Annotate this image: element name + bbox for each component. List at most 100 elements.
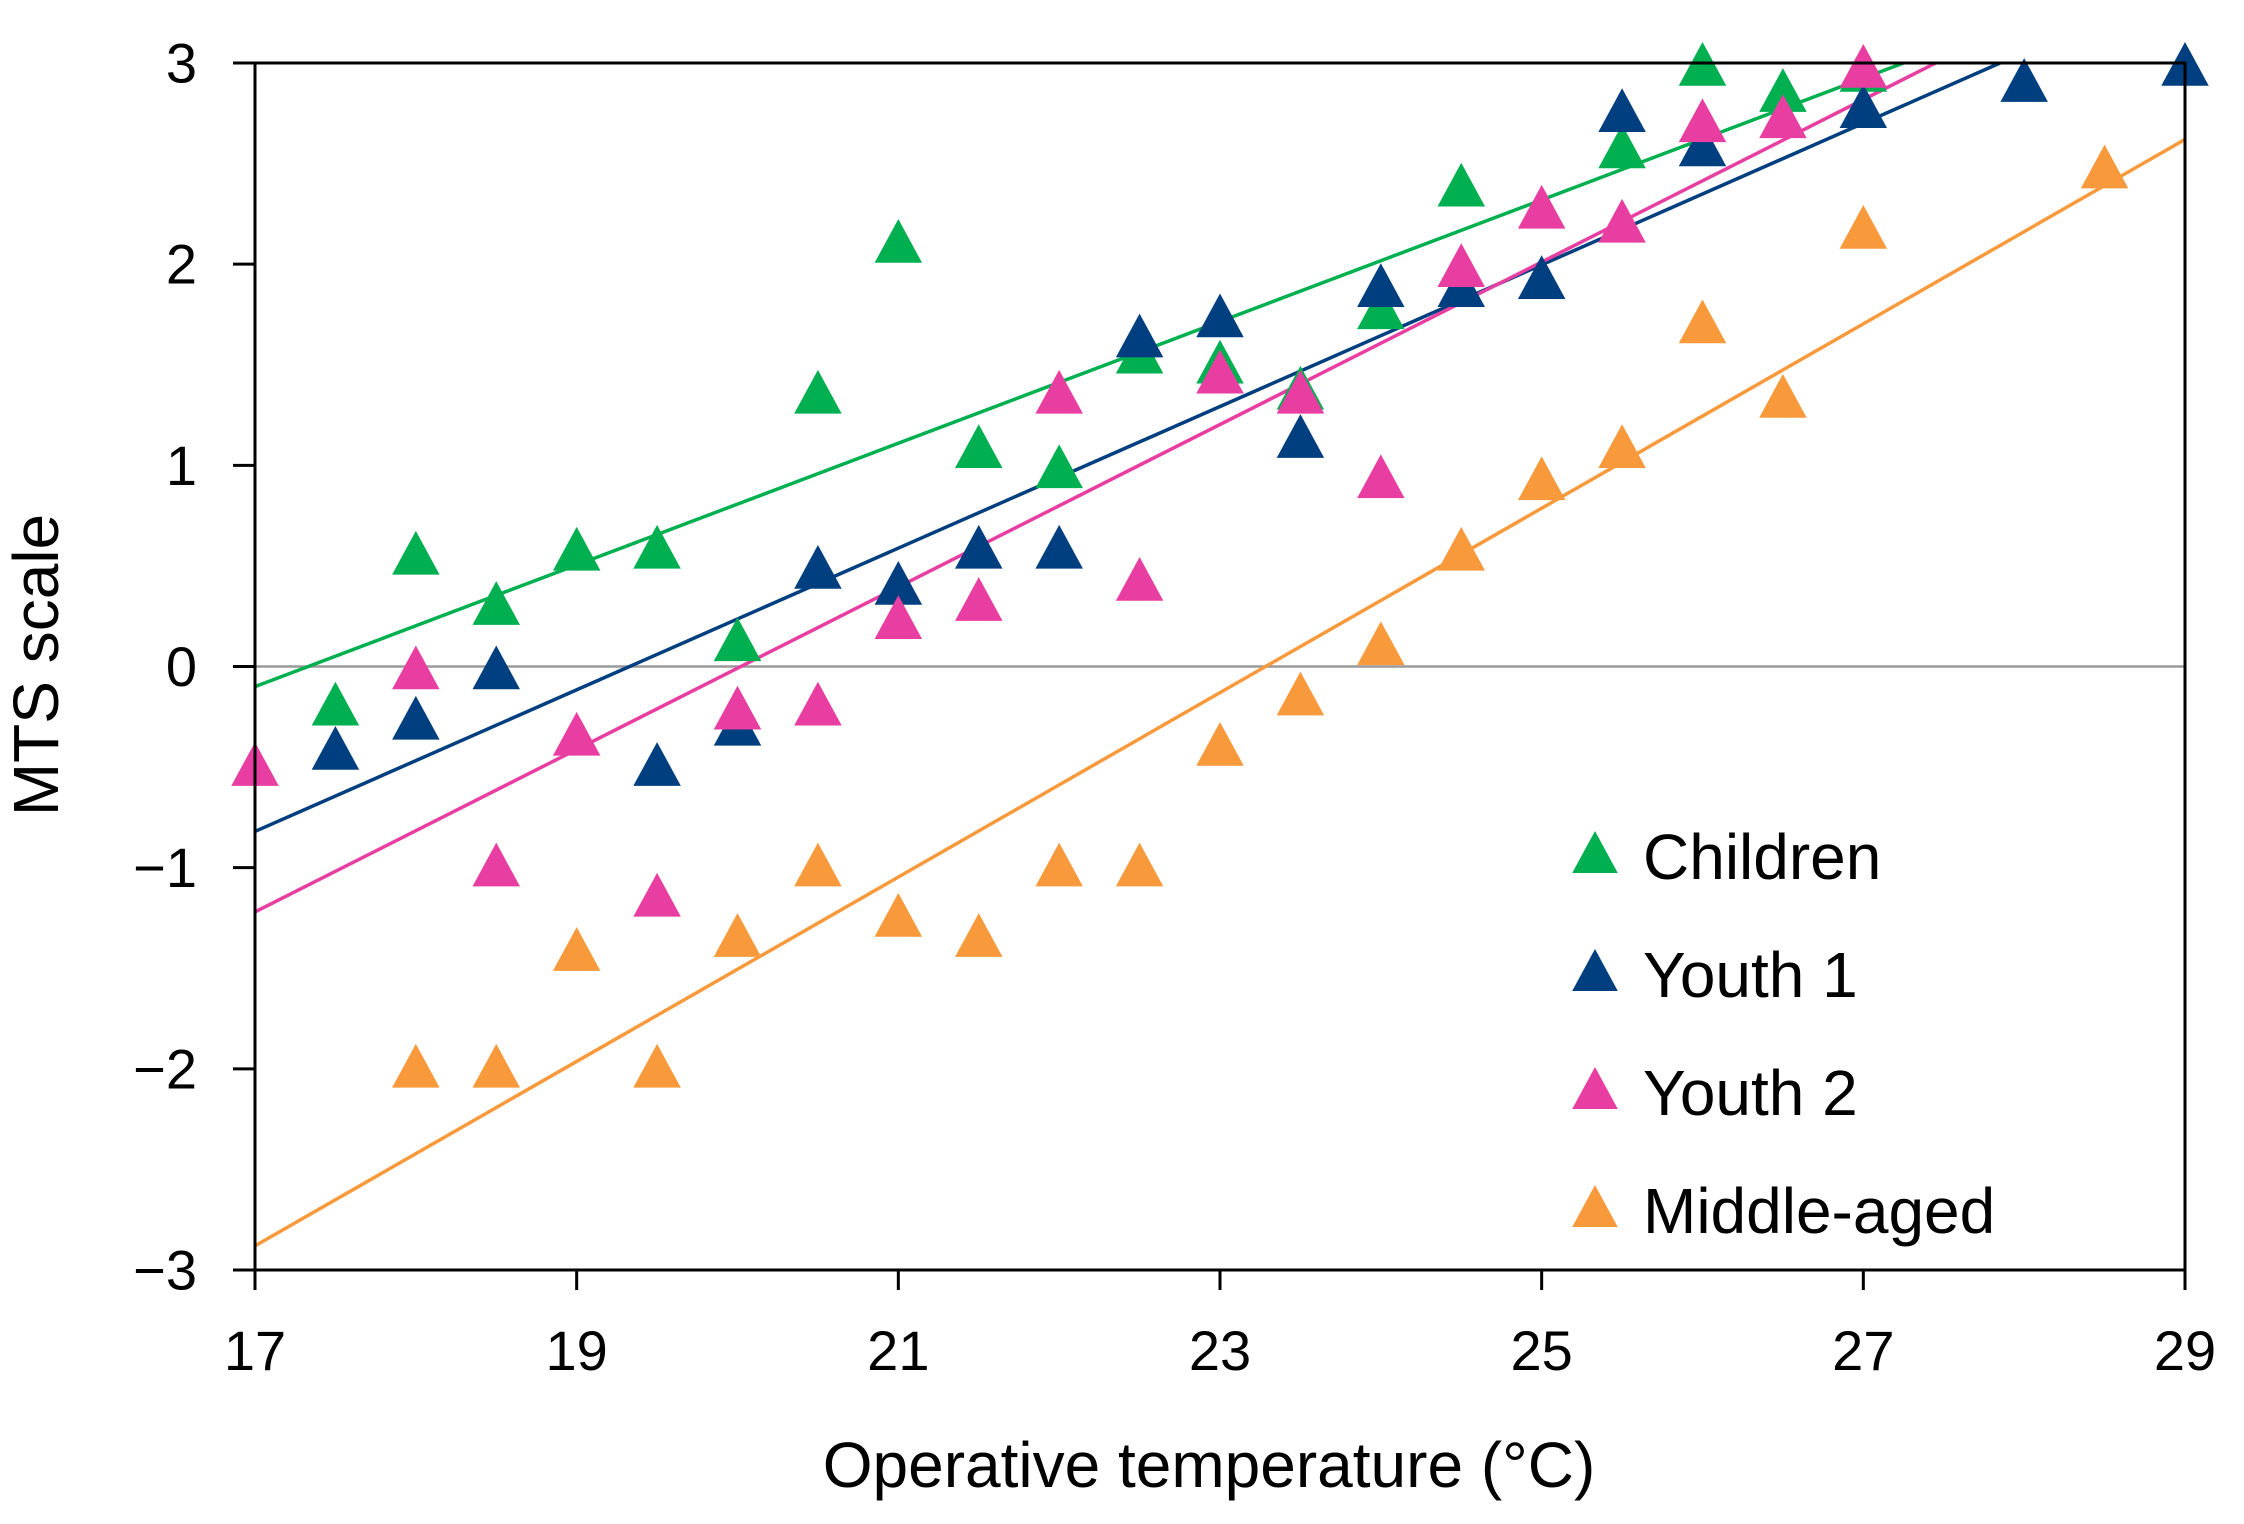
data-point — [1678, 299, 1727, 344]
data-point — [2000, 58, 2048, 102]
x-axis-title: Operative temperature (°C) — [823, 1429, 1596, 1501]
plot-frame — [253, 61, 2187, 1272]
y-tick-label: −1 — [133, 836, 197, 899]
data-point — [1759, 373, 1807, 418]
y-axis-title: MTS scale — [0, 514, 72, 816]
data-point — [1357, 285, 1405, 330]
data-point — [1115, 842, 1164, 887]
data-point — [472, 581, 520, 625]
legend-marker — [1572, 831, 1618, 873]
x-tick-label: 23 — [1189, 1319, 1251, 1382]
data-point — [1276, 671, 1325, 716]
legend-label: Children — [1643, 821, 1881, 893]
data-point — [1759, 68, 1807, 112]
data-point — [311, 681, 360, 726]
y-axis-ticks — [233, 61, 255, 1272]
data-point — [955, 577, 1003, 621]
data-point — [311, 725, 360, 770]
fit-line — [254, 61, 2001, 834]
data-point — [1035, 444, 1083, 489]
data-point — [1598, 198, 1646, 243]
data-point — [1035, 524, 1083, 569]
data-point — [1839, 44, 1888, 88]
data-point — [552, 526, 601, 571]
y-tick-label: 0 — [166, 635, 197, 698]
data-point — [955, 424, 1003, 468]
x-tick-label: 25 — [1511, 1319, 1573, 1382]
data-point — [392, 1043, 440, 1088]
data-point — [1759, 94, 1807, 139]
data-point — [633, 524, 681, 569]
data-point — [633, 872, 681, 917]
data-point — [633, 1043, 681, 1088]
y-tick-labels: 3 2 1 0 −1 −2 −3 — [133, 32, 197, 1302]
data-point — [1598, 424, 1646, 468]
data-point — [552, 927, 601, 971]
data-point — [1437, 162, 1485, 207]
data-markers — [231, 42, 2209, 1088]
legend: Children Youth 1 Youth 2 Middle-aged — [1572, 821, 1995, 1247]
data-point — [1598, 124, 1646, 169]
y-tick-label: 3 — [166, 32, 197, 95]
legend-label: Youth 2 — [1643, 1057, 1858, 1129]
legend-marker — [1572, 1185, 1618, 1227]
fit-lines — [254, 61, 2186, 1248]
data-point — [472, 645, 520, 690]
data-point — [1357, 263, 1405, 308]
data-point — [472, 1043, 520, 1088]
data-point — [1839, 204, 1888, 249]
x-tick-label: 29 — [2154, 1319, 2216, 1382]
x-tick-label: 17 — [224, 1319, 286, 1382]
data-point — [794, 544, 842, 589]
legend-marker — [1572, 1067, 1618, 1109]
data-point — [1517, 255, 1566, 300]
data-point — [713, 913, 762, 957]
data-point — [1437, 243, 1485, 287]
data-point — [1196, 293, 1244, 338]
fit-line — [254, 61, 1937, 914]
data-point — [633, 742, 681, 786]
data-point — [874, 561, 923, 605]
legend-label: Middle-aged — [1643, 1175, 1995, 1247]
data-point — [1839, 84, 1888, 129]
data-point — [874, 892, 923, 937]
data-point — [1678, 122, 1727, 167]
data-point — [552, 711, 601, 756]
data-point — [1357, 454, 1405, 499]
legend-marker — [1572, 949, 1618, 991]
data-point — [874, 219, 923, 263]
data-point — [1196, 721, 1244, 766]
fit-line — [254, 137, 2186, 1248]
data-point — [1437, 526, 1485, 571]
data-point — [1678, 98, 1727, 143]
data-point — [794, 681, 842, 726]
data-point — [392, 695, 440, 740]
data-point — [2080, 144, 2129, 189]
y-tick-label: −2 — [133, 1037, 197, 1100]
data-point — [1517, 184, 1566, 229]
data-point — [392, 530, 440, 575]
x-tick-labels: 17 19 21 23 25 27 29 — [224, 1319, 2216, 1382]
data-point — [794, 842, 842, 887]
data-point — [1035, 369, 1083, 414]
data-point — [713, 617, 762, 662]
data-point — [1276, 414, 1325, 458]
x-tick-label: 21 — [867, 1319, 929, 1382]
data-point — [874, 595, 923, 639]
data-point — [1115, 313, 1164, 358]
data-point — [713, 685, 762, 730]
x-axis-ticks — [253, 1270, 2187, 1290]
x-tick-label: 19 — [546, 1319, 608, 1382]
x-tick-label: 27 — [1832, 1319, 1894, 1382]
data-point — [1357, 621, 1405, 666]
data-point — [1598, 88, 1646, 133]
y-tick-label: 2 — [166, 233, 197, 296]
data-point — [1196, 349, 1244, 394]
data-point — [955, 913, 1003, 957]
data-point — [1115, 557, 1164, 601]
y-tick-label: 1 — [166, 434, 197, 497]
data-point — [1517, 456, 1566, 501]
data-point — [392, 645, 440, 690]
data-point — [955, 524, 1003, 569]
